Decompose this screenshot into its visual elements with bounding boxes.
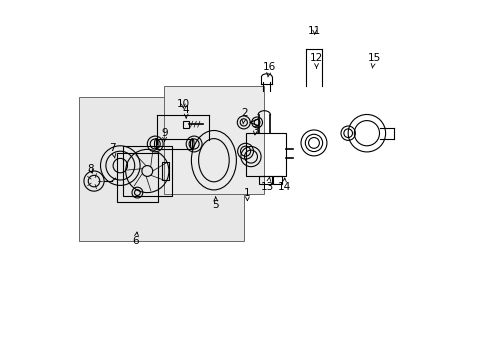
Text: 15: 15 <box>366 53 380 68</box>
Bar <box>246 133 285 176</box>
Bar <box>163 86 264 194</box>
Text: 7: 7 <box>109 143 116 158</box>
Text: 4: 4 <box>183 105 189 118</box>
Text: 1: 1 <box>244 188 250 201</box>
Text: 12: 12 <box>309 53 323 68</box>
Bar <box>79 97 244 241</box>
Bar <box>273 176 282 184</box>
Text: 13: 13 <box>261 177 274 192</box>
Bar <box>258 176 271 184</box>
Text: 9: 9 <box>161 128 167 141</box>
Bar <box>122 146 171 196</box>
Text: 11: 11 <box>307 26 321 36</box>
Text: 6: 6 <box>132 232 139 246</box>
Bar <box>156 139 192 149</box>
Text: 8: 8 <box>87 164 94 174</box>
Bar <box>162 162 168 180</box>
Bar <box>183 121 188 128</box>
Text: 14: 14 <box>277 178 290 192</box>
Text: 5: 5 <box>212 197 219 210</box>
Text: 2: 2 <box>241 108 247 124</box>
Text: 10: 10 <box>176 99 189 109</box>
Text: 16: 16 <box>263 62 276 77</box>
Bar <box>117 153 158 202</box>
Text: 3: 3 <box>251 126 258 136</box>
